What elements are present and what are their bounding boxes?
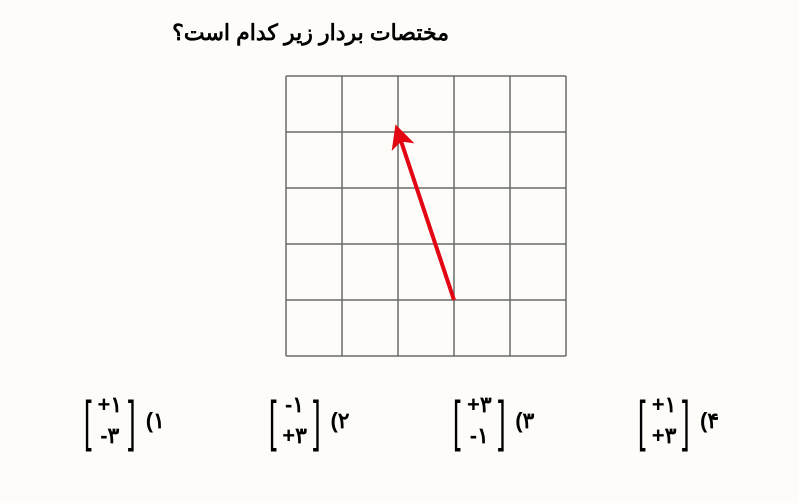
- option-2: [ -۱ +۳ ] (۲: [265, 390, 350, 452]
- bracket-right-icon: ]: [498, 393, 506, 449]
- option-1-label: (۱: [146, 408, 165, 434]
- vector-3-bottom: -۱: [467, 421, 492, 452]
- option-2-label: (۲: [330, 408, 349, 434]
- option-4-label: (۴: [700, 408, 719, 434]
- vector-2-top: -۱: [282, 390, 307, 421]
- vector-1: [ +۱ -۳ ]: [80, 390, 140, 452]
- vector-4-top: +۱: [652, 390, 677, 421]
- option-3: [ +۳ -۱ ] (۳: [449, 390, 534, 452]
- vector-2: [ -۱ +۳ ]: [265, 390, 325, 452]
- question-title: مختصات بردار زیر کدام است؟: [172, 20, 449, 46]
- vector-4: [ +۱ +۳ ]: [634, 390, 694, 452]
- vector-grid: [285, 75, 567, 357]
- bracket-right-icon: ]: [682, 393, 690, 449]
- vector-1-bottom: -۳: [97, 421, 122, 452]
- vector-1-top: +۱: [97, 390, 122, 421]
- bracket-left-icon: [: [638, 393, 646, 449]
- vector-4-bottom: +۳: [652, 421, 677, 452]
- vector-3-top: +۳: [467, 390, 492, 421]
- bracket-left-icon: [: [453, 393, 461, 449]
- option-1: [ +۱ -۳ ] (۱: [80, 390, 165, 452]
- bracket-left-icon: [: [84, 393, 92, 449]
- answer-options: [ +۱ -۳ ] (۱ [ -۱ +۳ ] (۲ [ +۳ -۱ ]: [0, 390, 799, 452]
- vector-3: [ +۳ -۱ ]: [449, 390, 509, 452]
- bracket-right-icon: ]: [313, 393, 321, 449]
- option-3-label: (۳: [515, 408, 534, 434]
- bracket-right-icon: ]: [128, 393, 136, 449]
- bracket-left-icon: [: [269, 393, 277, 449]
- option-4: [ +۱ +۳ ] (۴: [634, 390, 719, 452]
- vector-2-bottom: +۳: [282, 421, 307, 452]
